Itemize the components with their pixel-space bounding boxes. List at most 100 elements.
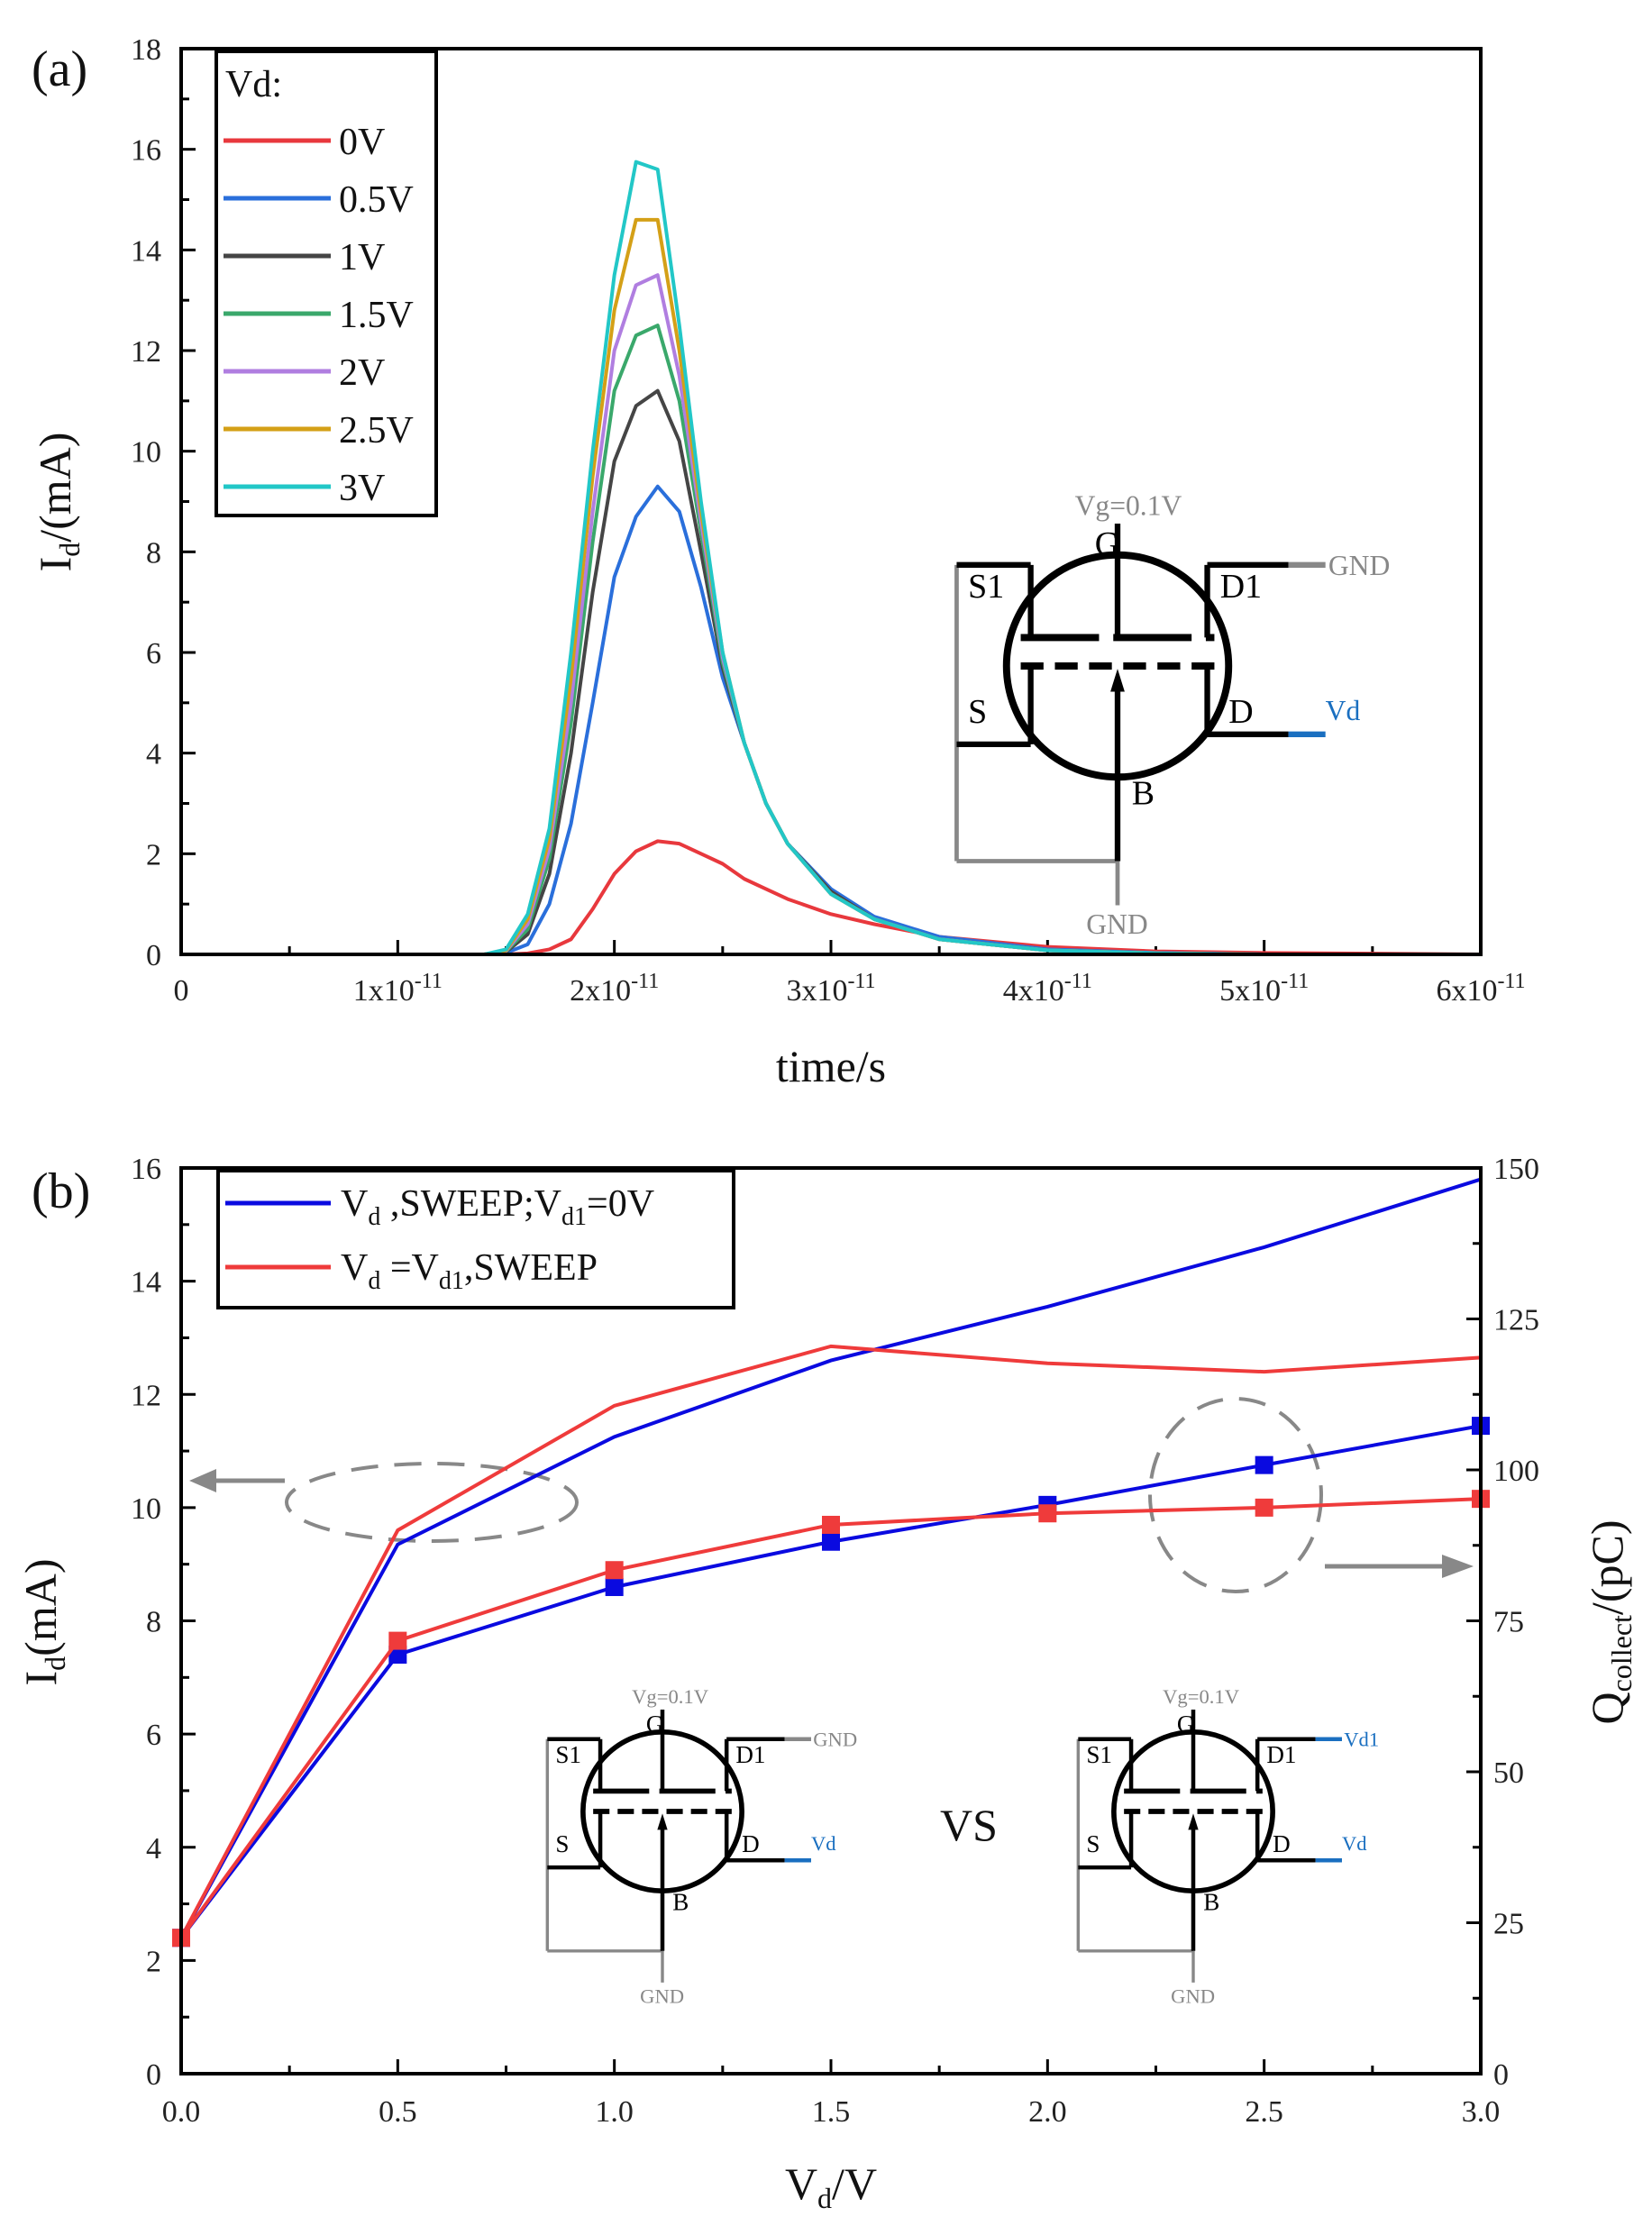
legend-sub: d	[368, 1203, 380, 1231]
y2-tick-label: 100	[1493, 1455, 1539, 1488]
x-tick-mantissa: 4x10	[1003, 974, 1064, 1008]
s-label: S	[968, 693, 987, 731]
y-tick-label: 10	[131, 1492, 161, 1526]
x-tick-mantissa: 3x10	[786, 974, 847, 1008]
x-tick-exponent: -11	[415, 970, 443, 993]
legend-sub: d	[368, 1267, 380, 1295]
x-tick-mantissa: 6x10	[1436, 974, 1497, 1008]
gate-label: G	[1177, 1711, 1195, 1738]
x-tick-mantissa: 2x10	[570, 974, 631, 1008]
d1-connection-label: Vd1	[1344, 1729, 1379, 1751]
y-tick-label: 0	[146, 2058, 161, 2092]
y2label-rest: /(pC)	[1582, 1520, 1632, 1616]
x-tick-label: 5x10-11	[1219, 970, 1309, 1008]
d-connection-label: Vd	[1342, 1832, 1367, 1855]
y2-tick-label: 125	[1493, 1304, 1539, 1337]
legend-label: 0.5V	[339, 179, 414, 221]
legend-box	[216, 1169, 735, 1309]
panel-b: (b) 0 2 4 6 8 10 12 14 16 0 25 50 75 100 125 150 0.0 0.5 1…	[15, 1153, 1638, 2214]
gate-voltage-label: Vg=0.1V	[632, 1685, 709, 1708]
series-line-3V	[181, 160, 1481, 956]
d1-label: D1	[1266, 1741, 1296, 1768]
gate-label: G	[1095, 525, 1119, 563]
y-tick-label: 0	[146, 939, 161, 972]
legend-label: 3V	[339, 468, 385, 509]
ground-label: GND	[1171, 1984, 1215, 2007]
circuit-inset-b-right: Vg=0.1V G S1 D1 S D B Vd1 Vd GND	[1076, 1685, 1379, 2007]
data-point-marker	[388, 1631, 407, 1650]
legend-label: 1V	[339, 237, 385, 278]
circuit-inset-a: Vg=0.1VG S1 D1 S D B GND Vd GND	[954, 490, 1390, 940]
y-tick-label: 16	[131, 134, 161, 168]
data-point-marker	[1038, 1504, 1057, 1523]
gate-voltage-label: Vg=0.1V	[1075, 490, 1182, 522]
x-tick-exponent: -11	[847, 970, 875, 993]
s1-label: S1	[555, 1741, 581, 1768]
d-label: D	[742, 1830, 760, 1857]
y2-tick-label: 75	[1493, 1606, 1524, 1639]
mosfet-symbol: Vg=0.1V G S1 D1 S D B Vd1 Vd GND	[1076, 1685, 1379, 2007]
xlabel-sub: d	[817, 2182, 832, 2214]
panel-a-axes-frame	[179, 47, 1483, 956]
xlabel-rest: /V	[832, 2158, 877, 2209]
data-point-marker	[605, 1577, 624, 1596]
d-connection-label: Vd	[1326, 695, 1361, 726]
x-tick-exponent: -11	[631, 970, 659, 993]
y2label-sub: collect	[1605, 1615, 1638, 1692]
legend-box	[214, 50, 438, 517]
legend-part: =V	[380, 1247, 439, 1289]
dashed-ellipse-left	[285, 1462, 579, 1543]
x-tick-mantissa: 5x10	[1219, 974, 1281, 1008]
panel-b-xlabel: Vd/V	[785, 2158, 877, 2214]
y2-tick-label: 0	[1493, 2058, 1509, 2092]
x-tick-label: 6x10-11	[1436, 970, 1525, 1008]
x-tick-label: 0.0	[162, 2095, 201, 2129]
x-tick-label: 3.0	[1462, 2095, 1501, 2129]
x-tick-mantissa: 0	[174, 974, 189, 1008]
ground-label: GND	[1086, 908, 1147, 940]
y-tick-label: 10	[131, 436, 161, 470]
series-line-1	[179, 1344, 1482, 1939]
x-tick-label: 3x10-11	[786, 970, 875, 1008]
s-label: S	[555, 1830, 569, 1857]
xlabel-main: V	[785, 2158, 817, 2209]
y2-tick-label: 25	[1493, 1908, 1524, 1941]
circuit-inset-b-left: Vg=0.1V G S1 D1 S D B GND Vd GND	[545, 1685, 857, 2007]
y-tick-label: 8	[146, 1606, 161, 1639]
x-tick-label: 1.0	[595, 2095, 634, 2129]
s-label: S	[1086, 1830, 1100, 1857]
d1-label: D1	[735, 1741, 765, 1768]
x-tick-exponent: -11	[1064, 970, 1092, 993]
gate-label: G	[646, 1711, 664, 1738]
annotation-right	[1148, 1397, 1474, 1593]
d-connection-label: Vd	[811, 1832, 836, 1855]
y-tick-label: 18	[131, 33, 161, 67]
annotation-left	[189, 1462, 579, 1543]
legend-label: Vd =Vd1,SWEEP	[341, 1247, 598, 1295]
panel-b-axes-frame	[179, 1166, 1483, 2075]
body-arrow-icon	[657, 1813, 668, 1830]
y-tick-label: 6	[146, 1719, 161, 1752]
legend-sub: d1	[561, 1203, 587, 1231]
vs-label: VS	[940, 1800, 998, 1850]
y-tick-label: 14	[131, 234, 161, 268]
d1-connection-label: GND	[813, 1729, 857, 1751]
ground-label: GND	[640, 1984, 684, 2007]
panel-a-xlabel: time/s	[776, 1041, 886, 1091]
panel-b-y2label: Qcollect/(pC)	[1582, 1520, 1638, 1725]
legend-sub: d1	[439, 1267, 464, 1295]
y2-tick-label: 150	[1493, 1153, 1539, 1186]
panel-b-ylabel: Id(mA)	[15, 1559, 71, 1686]
b-label: B	[1203, 1889, 1219, 1916]
panel-b-label: (b)	[32, 1163, 90, 1219]
d1-label: D1	[1220, 568, 1262, 606]
series-line-0	[179, 1177, 1482, 1939]
mosfet-symbol: Vg=0.1VG S1 D1 S D B GND Vd GND	[954, 490, 1390, 940]
ylabel-sub: d	[39, 1656, 71, 1671]
panel-a-ylabel: Id/(mA)	[30, 433, 86, 572]
